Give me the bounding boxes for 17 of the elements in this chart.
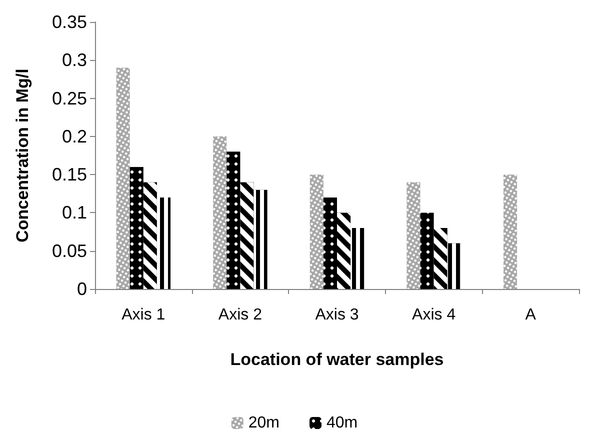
x-tick-label: A — [525, 306, 536, 324]
x-tick-label: Axis 1 — [122, 306, 166, 324]
y-tick-label: 0.05 — [52, 240, 87, 261]
legend-label: 40m — [326, 414, 358, 432]
x-tick-label: Axis 4 — [412, 306, 456, 324]
y-tick-label: 0 — [76, 279, 87, 299]
x-tick-label: Axis 2 — [218, 306, 262, 324]
y-tick-label: 0.2 — [62, 126, 87, 146]
y-tick-label: 0.3 — [62, 50, 87, 70]
y-tick-label: 0.25 — [52, 88, 87, 108]
legend-label: 20m — [248, 414, 280, 432]
y-axis-title: Concentration in Mg/l — [13, 68, 32, 242]
x-axis-title: Location of water samples — [230, 350, 444, 369]
x-tick-label: Axis 3 — [315, 306, 359, 324]
y-tick-label: 0.35 — [52, 12, 87, 32]
y-tick-label: 0.15 — [52, 164, 87, 185]
y-tick-label: 0.1 — [62, 202, 87, 223]
